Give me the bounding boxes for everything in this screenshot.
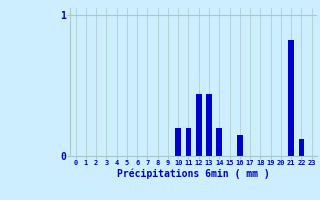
Bar [237, 135, 243, 156]
Bar [206, 94, 212, 156]
Bar [186, 128, 191, 156]
Bar [288, 40, 294, 156]
Bar [299, 139, 304, 156]
Bar [216, 128, 222, 156]
X-axis label: Précipitations 6min ( mm ): Précipitations 6min ( mm ) [117, 169, 270, 179]
Bar [175, 128, 181, 156]
Bar [196, 94, 202, 156]
